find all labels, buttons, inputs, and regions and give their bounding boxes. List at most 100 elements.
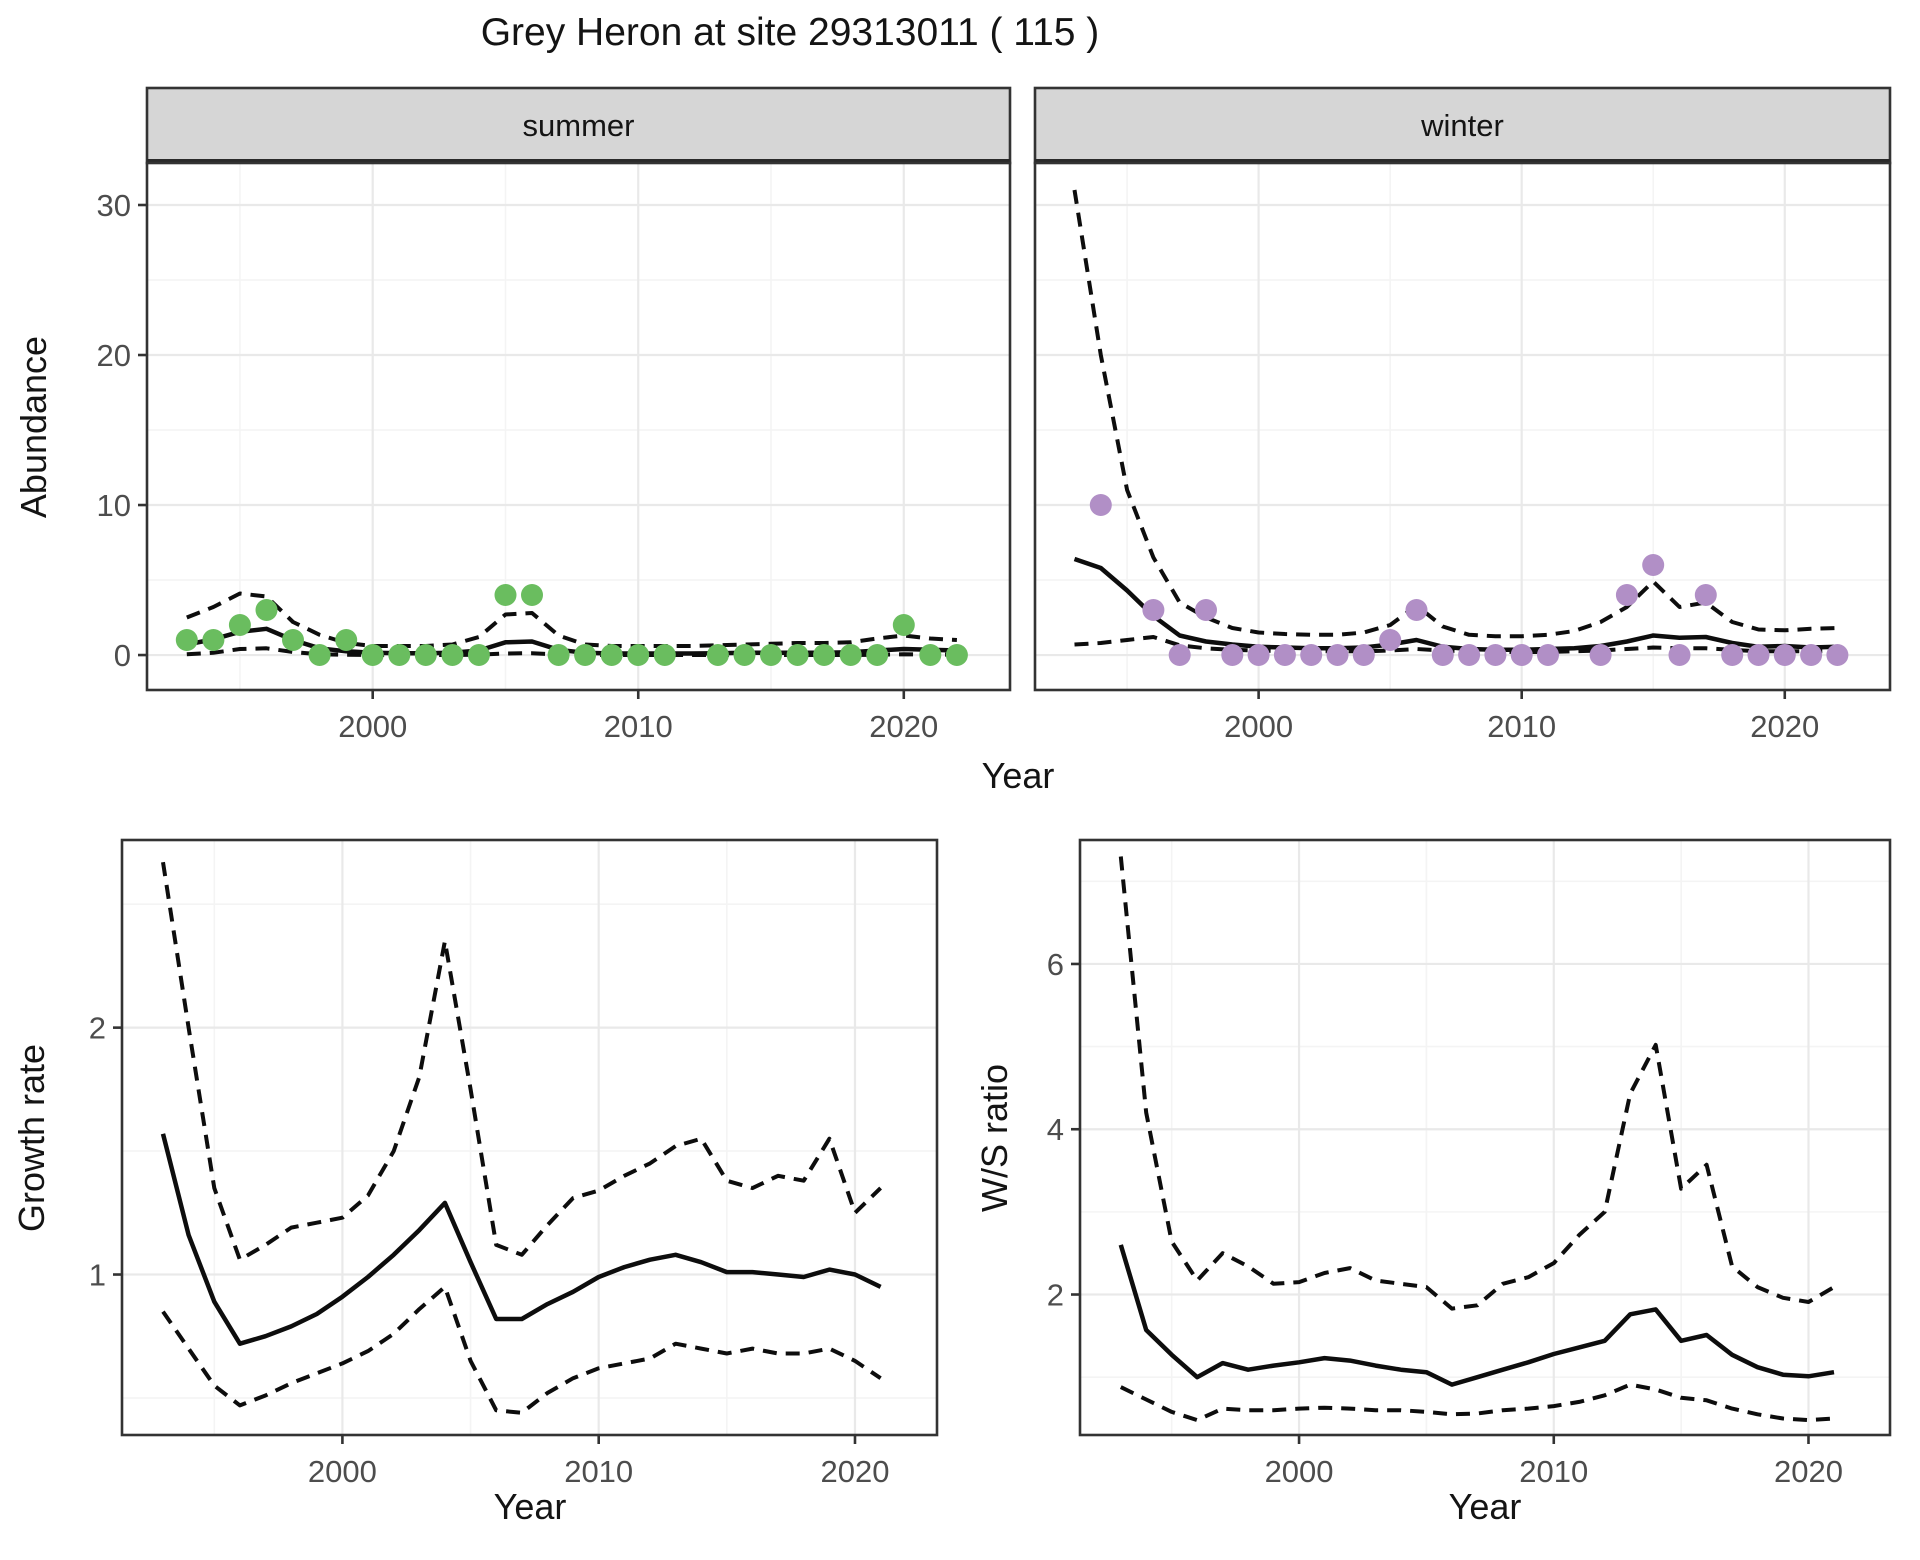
data-point [1615, 584, 1638, 606]
data-point [1352, 644, 1375, 666]
x-axis-tick-label: 2020 [821, 1454, 890, 1489]
data-point [627, 644, 650, 666]
data-point [282, 629, 304, 651]
x-axis-tick-label: 2000 [1224, 709, 1293, 744]
data-point [1300, 644, 1323, 666]
panel-border [1078, 838, 1892, 1437]
data-point [494, 584, 517, 606]
ci-upper-line [161, 861, 882, 1262]
abundance-axis-title: Abundance [13, 335, 54, 519]
panel-border [1033, 161, 1892, 692]
data-point [1168, 644, 1191, 666]
x-axis-tick-label: 2000 [338, 709, 407, 744]
panel-growth-rate: 2000 2010 2020 1 2 [89, 838, 939, 1489]
data-point [786, 644, 809, 666]
median-line [160, 1133, 882, 1346]
panel-ws-ratio: 2000 2010 2020 2 4 6 [1047, 838, 1892, 1489]
x-axis-tick-label: 2010 [604, 709, 673, 744]
data-point [866, 644, 889, 666]
x-axis-tick-label: 2020 [869, 709, 938, 744]
top-year-axis-title: Year [981, 755, 1055, 796]
panel-background [1080, 840, 1890, 1435]
y-axis-tick-label: 30 [97, 188, 131, 223]
ws-ratio-axis-title: W/S ratio [974, 1063, 1015, 1213]
facet-strip [145, 86, 1012, 165]
y-axis-tick-label: 2 [1047, 1278, 1064, 1313]
median-line [1118, 1244, 1835, 1387]
data-point [1221, 644, 1244, 666]
data-point [839, 644, 862, 666]
data-point [1826, 644, 1849, 666]
panel-winter: 2000 2010 2020 [1033, 161, 1892, 744]
data-point [1694, 584, 1717, 606]
data-point [760, 644, 782, 666]
x-axis-tick-label: 2010 [564, 1454, 633, 1489]
data-point [1537, 644, 1559, 666]
data-point [175, 629, 198, 651]
data-point [706, 644, 729, 666]
data-point [1273, 644, 1296, 666]
data-point [1379, 629, 1402, 651]
x-axis-tick-label: 2010 [1519, 1454, 1588, 1489]
data-point [414, 644, 437, 666]
data-point [1195, 599, 1217, 621]
y-axis-tick-label: 6 [1047, 947, 1064, 982]
data-point [892, 614, 915, 636]
growth-year-axis-title: Year [493, 1486, 567, 1527]
data-point [308, 644, 331, 666]
data-point [1089, 494, 1112, 516]
data-point [653, 644, 676, 666]
data-point [919, 644, 942, 666]
data-point [600, 644, 623, 666]
y-axis-tick-label: 4 [1047, 1112, 1064, 1147]
panel-background [122, 840, 937, 1435]
y-axis-tick-label: 1 [89, 1258, 106, 1293]
y-axis-tick-label: 20 [97, 338, 131, 373]
data-point [1484, 644, 1507, 666]
panel-border [145, 161, 1012, 692]
data-point [547, 644, 570, 666]
y-axis-tick-label: 2 [89, 1011, 106, 1046]
ci-lower-line [1074, 635, 1838, 654]
data-point [228, 614, 251, 636]
data-point [733, 644, 756, 666]
data-point [1142, 599, 1165, 621]
x-axis-tick-label: 2010 [1487, 709, 1556, 744]
facet-strip-label: winter [1420, 108, 1504, 143]
panel-background [147, 163, 1010, 690]
y-axis-tick-label: 10 [97, 488, 131, 523]
data-point [1458, 644, 1481, 666]
ws-year-axis-title: Year [1448, 1486, 1522, 1527]
data-point [467, 644, 490, 666]
data-point [1721, 644, 1744, 666]
data-point [945, 644, 968, 666]
data-point [1510, 644, 1533, 666]
data-point [1431, 644, 1454, 666]
data-point [335, 629, 358, 651]
data-point [1589, 644, 1612, 666]
growth-rate-axis-title: Growth rate [11, 1043, 52, 1233]
data-point [388, 644, 411, 666]
facet-strip-label: summer [523, 108, 635, 143]
data-point [521, 584, 543, 606]
data-point [574, 644, 597, 666]
ci-upper-line [1118, 856, 1836, 1311]
data-point [1642, 554, 1665, 576]
data-point [1326, 644, 1349, 666]
x-axis-tick-label: 2000 [308, 1454, 377, 1489]
data-point [1747, 644, 1770, 666]
x-axis-tick-label: 2020 [1750, 709, 1819, 744]
data-point [202, 629, 225, 651]
ci-lower-line [161, 1284, 882, 1415]
x-axis-tick-label: 2020 [1774, 1454, 1843, 1489]
data-point [1247, 644, 1270, 666]
ci-upper-line [186, 591, 958, 648]
data-point [1800, 644, 1823, 666]
panel-border [120, 838, 939, 1437]
ci-lower-line [1119, 1382, 1835, 1423]
data-point [361, 644, 384, 666]
facet-strip-summer: summer [145, 86, 1012, 165]
data-point [1405, 599, 1428, 621]
fit-line [1073, 556, 1838, 653]
